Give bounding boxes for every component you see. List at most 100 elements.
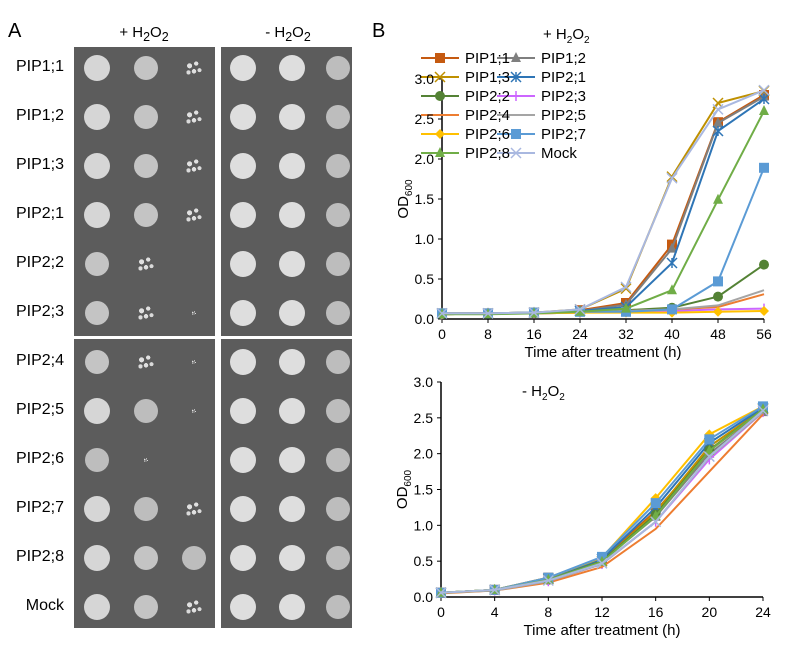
series-line — [440, 406, 764, 594]
colony-spot — [84, 202, 110, 228]
data-point — [758, 93, 770, 105]
data-point — [543, 572, 554, 583]
colony-spot — [84, 594, 110, 620]
x-tick-label: 16 — [526, 326, 542, 342]
series-pip1-3 — [436, 85, 770, 319]
legend-marker — [435, 129, 445, 139]
chart-title: - H2O2 — [522, 383, 565, 403]
plate-plus-top — [74, 47, 215, 336]
col-head-text: + H — [119, 24, 144, 41]
data-point — [704, 445, 715, 456]
y-tick-label: 2.5 — [415, 111, 435, 127]
data-point — [529, 308, 539, 319]
row-label: PIP1;2 — [15, 107, 64, 124]
legend-item — [497, 129, 535, 139]
y-tick-label: 2.0 — [415, 151, 435, 167]
data-point — [713, 117, 723, 128]
data-point — [543, 573, 554, 584]
x-tick-label: 8 — [484, 326, 492, 342]
y-axis-label-sub: 600 — [404, 179, 415, 196]
x-tick-label: 20 — [702, 604, 718, 620]
x-tick-label: 32 — [618, 326, 634, 342]
row-label: PIP1;3 — [15, 156, 64, 173]
data-point — [620, 281, 632, 293]
data-point — [712, 125, 724, 137]
data-point — [489, 583, 500, 594]
data-point — [713, 306, 723, 317]
series-line — [440, 409, 764, 594]
data-point — [759, 259, 769, 270]
data-point — [621, 307, 631, 318]
series-line — [440, 409, 764, 594]
legend-marker — [434, 71, 446, 83]
data-point — [436, 307, 448, 319]
row-label: PIP1;1 — [15, 58, 64, 75]
data-point — [597, 555, 607, 566]
x-tick-label: 0 — [437, 604, 445, 620]
x-tick-label: 48 — [710, 326, 726, 342]
series-line — [441, 289, 765, 316]
row-label: PIP2;4 — [15, 352, 64, 369]
colony-spot — [84, 104, 110, 130]
colony-spot — [279, 55, 305, 81]
colony-spot — [230, 594, 256, 620]
colony-spot — [230, 251, 256, 277]
colony-spot — [230, 153, 256, 179]
col-head-text: - H — [265, 24, 286, 41]
plate-minus-top — [221, 47, 352, 336]
data-point — [597, 554, 607, 565]
data-point — [757, 403, 769, 415]
series-line — [442, 89, 765, 315]
data-point — [759, 90, 769, 101]
data-point — [713, 193, 723, 204]
data-point — [435, 587, 447, 599]
data-point — [436, 586, 446, 597]
colony-spot — [326, 154, 350, 178]
x-axis-label: Time after treatment (h) — [524, 622, 681, 639]
data-point — [758, 401, 768, 412]
data-point — [437, 309, 447, 320]
row-label: PIP2;2 — [15, 254, 64, 271]
y-tick-label: 1.5 — [414, 482, 434, 498]
colony-spot — [326, 252, 350, 276]
colony-spot — [326, 595, 350, 619]
data-point — [650, 510, 661, 521]
data-point — [667, 239, 677, 250]
legend-item — [421, 91, 459, 101]
col-head-sub: 2 — [143, 30, 151, 44]
legend-marker — [435, 91, 445, 101]
colony-spot — [279, 447, 305, 473]
data-point — [596, 555, 608, 567]
data-point — [667, 242, 677, 253]
data-point — [621, 306, 631, 317]
series-pip2-4 — [441, 293, 765, 316]
legend-item — [421, 53, 459, 63]
data-point — [757, 402, 769, 414]
col-head-text: O — [150, 24, 162, 41]
series-pip2-1 — [436, 93, 770, 319]
row-label: PIP2;8 — [15, 548, 64, 565]
y-tick-label: 0.0 — [415, 311, 435, 327]
data-point — [621, 302, 631, 313]
series-pip2-8 — [436, 403, 768, 597]
data-point — [436, 307, 448, 319]
series-pip1-1 — [437, 90, 769, 319]
legend-marker — [510, 71, 522, 83]
colony-spot — [135, 351, 157, 373]
legend-marker — [510, 147, 522, 159]
row-label: PIP2;1 — [15, 205, 64, 222]
colony-spot — [279, 300, 305, 326]
data-point — [650, 493, 661, 504]
legend-label: PIP2;3 — [541, 88, 586, 105]
data-point — [758, 404, 768, 415]
y-axis-label-sub: 600 — [403, 469, 414, 486]
series-pip2-6 — [437, 306, 769, 320]
data-point — [483, 308, 493, 319]
series-line — [440, 405, 764, 594]
data-point — [650, 506, 662, 518]
legend-item — [497, 91, 535, 101]
legend-item — [421, 147, 459, 157]
legend-marker — [435, 53, 445, 63]
series-pip2-7 — [437, 162, 769, 319]
series-line — [442, 110, 765, 316]
